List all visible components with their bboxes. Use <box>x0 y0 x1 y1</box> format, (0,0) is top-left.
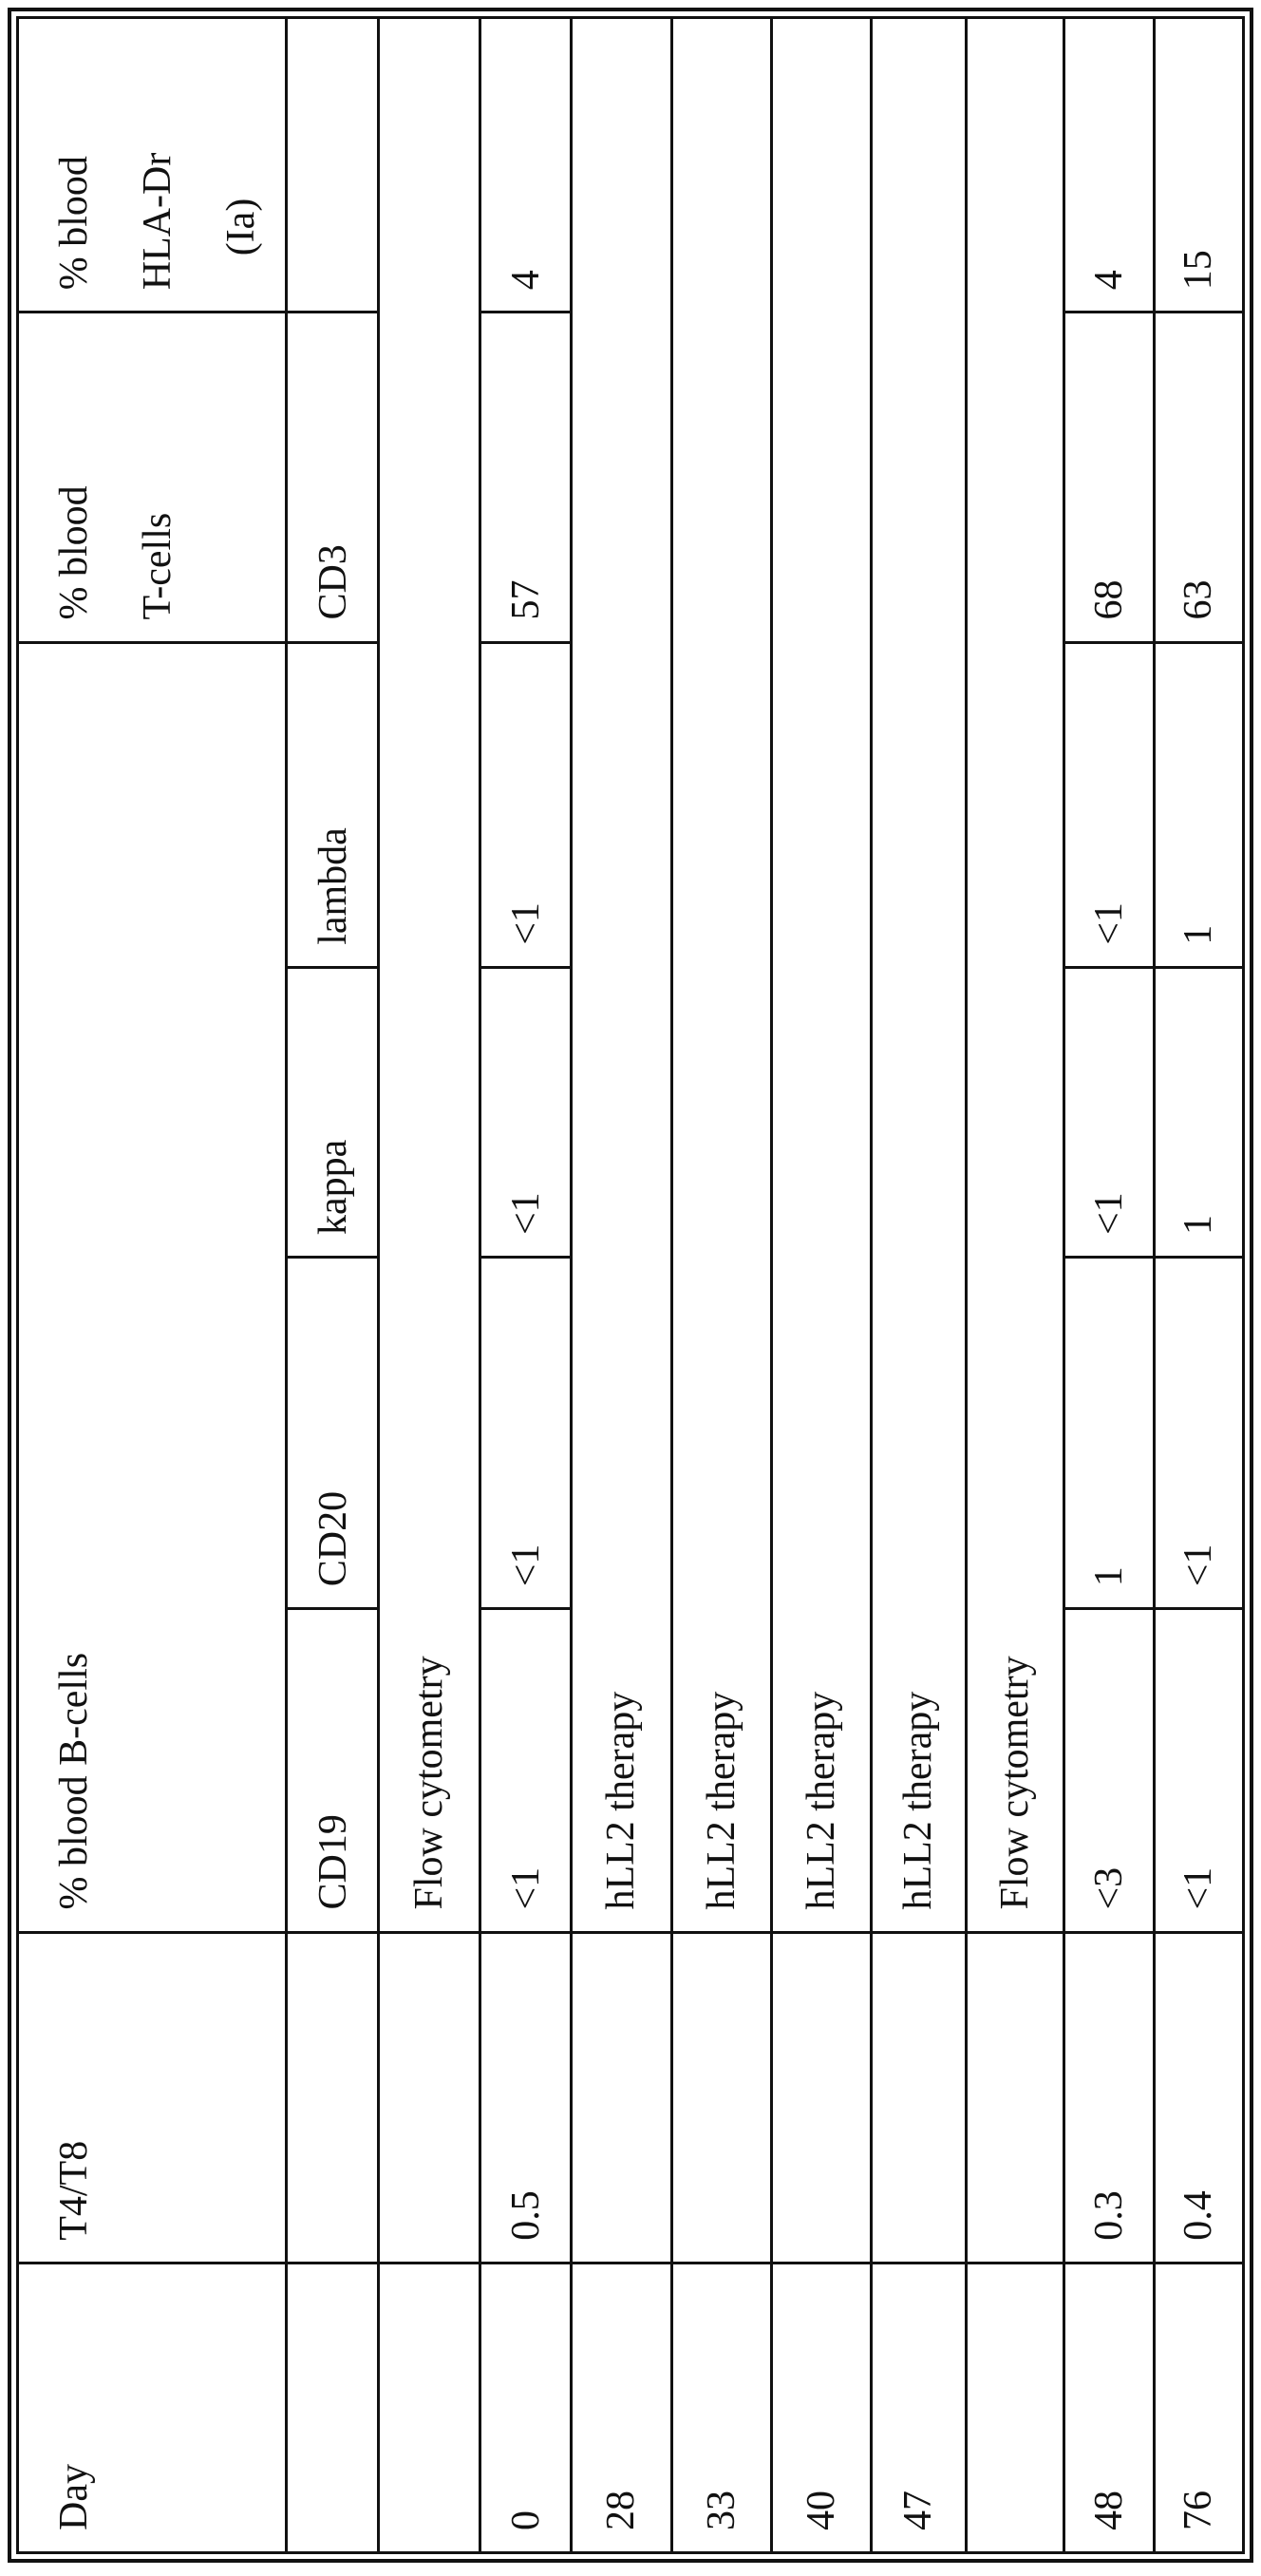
day48-cd3-cell: 68 <box>1063 312 1155 643</box>
day28-label-cell: hLL2 therapy <box>571 17 671 1933</box>
note-row-hll2-day-40: 40 hLL2 therapy <box>771 17 872 2553</box>
subheader-cd19-cell: CD19 <box>286 1608 379 1933</box>
day0-hla-cell: 4 <box>480 17 572 313</box>
note-row-flow-cytometry-2: Flow cytometry <box>966 17 1064 2553</box>
subheader-kappa-cell: kappa <box>286 967 379 1258</box>
day76-t4t8-cell: 0.4 <box>1154 1932 1244 2263</box>
note1-day-cell <box>378 2263 480 2553</box>
day76-cd3-cell: 63 <box>1154 312 1244 643</box>
header-day-label: Day <box>52 2464 96 2530</box>
header-row: Day T4/T8 % blood B-cells % blood T-cell… <box>17 17 287 2553</box>
day48-kappa-cell: <1 <box>1063 967 1155 1258</box>
day0-cd19-cell: <1 <box>480 1608 572 1933</box>
subheader-hla-empty-cell <box>286 17 379 313</box>
data-row-day-0: 0 0.5 <1 <1 <1 <1 57 4 <box>480 17 572 2553</box>
header-day-cell: Day <box>17 2263 287 2553</box>
header-t4t8-label: T4/T8 <box>52 2140 96 2241</box>
subheader-day-empty-cell <box>286 2263 379 2553</box>
note1-label-cell: Flow cytometry <box>378 17 480 1933</box>
day48-lambda-cell: <1 <box>1063 642 1155 968</box>
note2-label-cell: Flow cytometry <box>966 17 1064 1933</box>
header-hla-dr-cell: % blood HLA-Dr (Ia) <box>17 17 287 313</box>
day0-kappa-cell: <1 <box>480 967 572 1258</box>
header-b-cells-label: % blood B-cells <box>52 1652 96 1910</box>
day76-hla-cell: 15 <box>1154 17 1244 313</box>
day47-t4t8-cell <box>871 1932 967 2263</box>
table-outer-border: Day T4/T8 % blood B-cells % blood T-cell… <box>8 8 1253 2563</box>
header-hla-line2: HLA-Dr <box>136 152 179 291</box>
note-row-flow-cytometry-1: Flow cytometry <box>378 17 480 2553</box>
day0-lambda-cell: <1 <box>480 642 572 968</box>
note1-t4t8-cell <box>378 1932 480 2263</box>
data-row-day-76: 76 0.4 <1 <1 1 1 63 15 <box>1154 17 1244 2553</box>
day28-day-cell: 28 <box>571 2263 671 2553</box>
day0-cd3-cell: 57 <box>480 312 572 643</box>
header-t4t8-cell: T4/T8 <box>17 1932 287 2263</box>
header-b-cells-cell: % blood B-cells <box>17 642 287 1933</box>
day33-day-cell: 33 <box>671 2263 772 2553</box>
subheader-cd3-cell: CD3 <box>286 312 379 643</box>
note-row-hll2-day-28: 28 hLL2 therapy <box>571 17 671 2553</box>
day76-cd19-cell: <1 <box>1154 1608 1244 1933</box>
header-hla-line3: (Ia) <box>219 198 263 256</box>
note-row-hll2-day-47: 47 hLL2 therapy <box>871 17 967 2553</box>
subheader-cd20-cell: CD20 <box>286 1257 379 1609</box>
rotated-table-container: Day T4/T8 % blood B-cells % blood T-cell… <box>8 8 1253 2563</box>
day40-day-cell: 40 <box>771 2263 872 2553</box>
header-t-cells-line2: T-cells <box>136 512 179 620</box>
blood-cell-results-table: Day T4/T8 % blood B-cells % blood T-cell… <box>16 16 1245 2554</box>
day48-cd20-cell: 1 <box>1063 1257 1155 1609</box>
day48-t4t8-cell: 0.3 <box>1063 1932 1155 2263</box>
day76-cd20-cell: <1 <box>1154 1257 1244 1609</box>
note2-t4t8-cell <box>966 1932 1064 2263</box>
day48-hla-cell: 4 <box>1063 17 1155 313</box>
header-t-cells-line1: % blood <box>52 485 96 620</box>
day33-label-cell: hLL2 therapy <box>671 17 772 1933</box>
day76-day-cell: 76 <box>1154 2263 1244 2553</box>
day48-cd19-cell: <3 <box>1063 1608 1155 1933</box>
note2-day-cell <box>966 2263 1064 2553</box>
data-row-day-48: 48 0.3 <3 1 <1 <1 68 4 <box>1063 17 1155 2553</box>
day0-day-cell: 0 <box>480 2263 572 2553</box>
header-t-cells-cell: % blood T-cells <box>17 312 287 643</box>
day0-t4t8-cell: 0.5 <box>480 1932 572 2263</box>
day33-t4t8-cell <box>671 1932 772 2263</box>
day48-day-cell: 48 <box>1063 2263 1155 2553</box>
subheader-row: CD19 CD20 kappa lambda CD3 <box>286 17 379 2553</box>
note-row-hll2-day-33: 33 hLL2 therapy <box>671 17 772 2553</box>
day28-t4t8-cell <box>571 1932 671 2263</box>
day0-cd20-cell: <1 <box>480 1257 572 1609</box>
header-hla-line1: % blood <box>52 156 96 291</box>
day76-lambda-cell: 1 <box>1154 642 1244 968</box>
day40-label-cell: hLL2 therapy <box>771 17 872 1933</box>
day40-t4t8-cell <box>771 1932 872 2263</box>
subheader-t4t8-empty-cell <box>286 1932 379 2263</box>
day47-day-cell: 47 <box>871 2263 967 2553</box>
subheader-lambda-cell: lambda <box>286 642 379 968</box>
day47-label-cell: hLL2 therapy <box>871 17 967 1933</box>
day76-kappa-cell: 1 <box>1154 967 1244 1258</box>
